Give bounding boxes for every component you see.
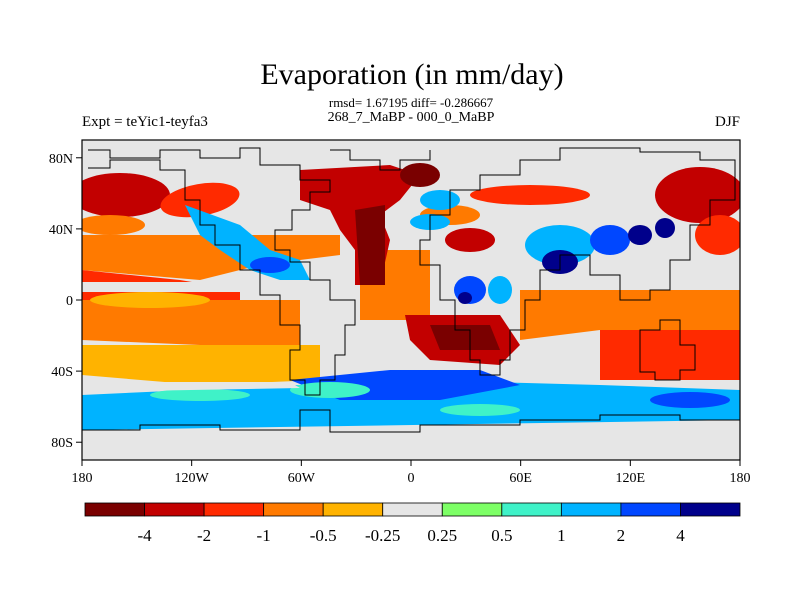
contour-region (655, 218, 675, 238)
coastline-australia (639, 319, 696, 381)
contour-region (590, 225, 630, 255)
colorbar-label: 0.25 (427, 526, 457, 545)
colorbar-label: 4 (676, 526, 685, 545)
colorbar-swatch (84, 502, 145, 517)
lon-tick-label: 180 (730, 471, 751, 486)
season-label: DJF (715, 114, 740, 130)
figure-title: Evaporation (in mm/day) (260, 58, 563, 91)
colorbar-label: 0.5 (491, 526, 512, 545)
contour-region (150, 389, 250, 401)
colorbar-label: 2 (617, 526, 626, 545)
colorbar-label: -1 (257, 526, 271, 545)
comparison-label: 268_7_MaBP - 000_0_MaBP (328, 110, 495, 125)
lat-axis: 80N 40N 0 40S 80S (49, 152, 82, 451)
experiment-label: Expt = teYic1-teyfa3 (82, 114, 208, 130)
contour-region (488, 276, 512, 304)
contour-region (82, 173, 170, 217)
contour-region (695, 215, 740, 255)
colorbar-label: 1 (557, 526, 566, 545)
colorbar-swatch (263, 502, 324, 517)
colorbar-swatch (620, 502, 681, 517)
colorbar-swatch (560, 502, 622, 517)
contour-region (82, 380, 740, 430)
contour-region (655, 167, 740, 223)
colorbar-swatch (322, 502, 384, 517)
contour-region (400, 163, 440, 187)
contour-region (82, 282, 310, 292)
lon-tick-label: 120E (616, 471, 646, 486)
colorbar-label: -4 (137, 526, 152, 545)
lat-tick-label: 40N (49, 223, 73, 238)
colorbar-label: -0.5 (310, 526, 337, 545)
coastline-antarctica (82, 409, 740, 433)
stats-line: rmsd= 1.67195 diff= -0.286667 (329, 95, 494, 110)
lon-tick-label: 60W (288, 471, 316, 486)
contour-region (82, 382, 300, 392)
contour-region (82, 300, 300, 345)
contour-region (445, 228, 495, 252)
contour-region (420, 190, 460, 210)
contour-region (82, 140, 740, 158)
colorbar-label: -2 (197, 526, 211, 545)
contour-region (82, 345, 320, 385)
colorbar-label: -0.25 (365, 526, 400, 545)
colorbar-swatch (680, 502, 741, 517)
lat-tick-label: 0 (66, 294, 73, 309)
lon-tick-label: 120W (175, 471, 210, 486)
contour-region (650, 392, 730, 408)
coastline-greenland (330, 149, 431, 171)
lat-tick-label: 80N (49, 152, 73, 167)
colorbar-swatch (203, 502, 265, 517)
colorbar-swatch (382, 502, 443, 517)
lon-tick-label: 0 (408, 471, 415, 486)
colorbar-swatch (441, 502, 503, 517)
contour-region (458, 292, 472, 304)
lon-axis: 180 120W 60W 0 60E 120E 180 (72, 460, 751, 486)
contour-region (430, 325, 500, 350)
contour-region (440, 404, 520, 416)
lat-tick-label: 40S (51, 365, 73, 380)
contour-region (600, 330, 740, 380)
contour-region (90, 292, 210, 308)
lon-tick-label: 180 (72, 471, 93, 486)
contour-field (82, 140, 740, 460)
contour-region (82, 215, 145, 235)
coastline-america (88, 147, 356, 396)
colorbar: -4 -2 -1 -0.5 -0.25 0.25 0.5 1 2 4 (84, 502, 741, 545)
contour-region (290, 382, 370, 398)
lon-tick-label: 60E (509, 471, 532, 486)
coastline-africa-eurasia (419, 147, 736, 376)
colorbar-swatch (501, 502, 562, 517)
map-plot (82, 140, 740, 460)
contour-region (250, 257, 290, 273)
lat-tick-label: 80S (51, 436, 73, 451)
contour-region (628, 225, 652, 245)
colorbar-swatch (144, 502, 205, 517)
contour-region (355, 205, 385, 285)
coastlines (82, 147, 740, 433)
contour-region (470, 185, 590, 205)
